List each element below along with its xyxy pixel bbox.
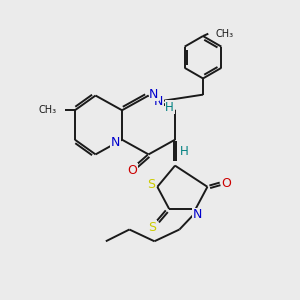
Text: S: S <box>147 178 155 191</box>
Text: CH₃: CH₃ <box>38 105 56 115</box>
Text: O: O <box>128 164 137 177</box>
Text: N: N <box>111 136 120 149</box>
Text: N: N <box>154 95 164 108</box>
Text: CH₃: CH₃ <box>216 29 234 39</box>
Text: N: N <box>149 88 158 100</box>
Text: O: O <box>222 177 232 190</box>
Text: N: N <box>192 208 202 221</box>
Text: S: S <box>148 221 156 234</box>
Text: H: H <box>165 101 174 114</box>
Text: H: H <box>180 145 189 158</box>
